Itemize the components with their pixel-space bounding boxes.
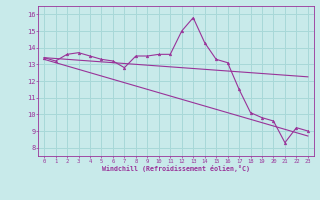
X-axis label: Windchill (Refroidissement éolien,°C): Windchill (Refroidissement éolien,°C) xyxy=(102,165,250,172)
